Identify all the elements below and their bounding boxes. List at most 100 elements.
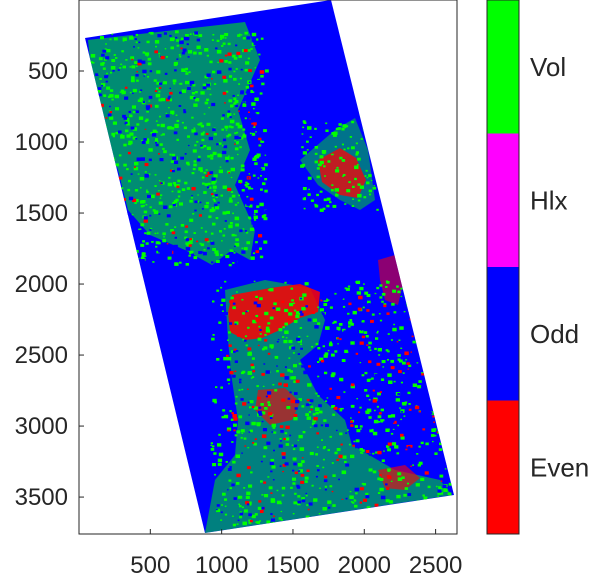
speckle-dot [262, 172, 266, 176]
speckle-dot [112, 121, 117, 125]
speckle-dot [368, 360, 372, 364]
speckle-dot [372, 399, 377, 403]
speckle-dot [258, 53, 261, 56]
speckle-dot [308, 411, 311, 413]
speckle-dot [227, 339, 229, 341]
speckle-dot [146, 107, 150, 111]
speckle-dot [339, 156, 343, 160]
speckle-dot [237, 519, 240, 522]
speckle-dot [305, 413, 309, 417]
speckle-dot [319, 357, 324, 361]
speckle-dot [106, 72, 108, 75]
speckle-dot [232, 212, 234, 215]
speckle-dot [260, 403, 264, 406]
speckle-dot [403, 493, 407, 497]
speckle-dot [368, 341, 372, 345]
speckle-dot [339, 432, 343, 436]
speckle-dot [192, 213, 195, 215]
speckle-dot [261, 494, 264, 496]
speckle-dot [342, 455, 347, 459]
speckle-dot [322, 507, 327, 511]
speckle-dot [222, 409, 226, 412]
speckle-dot [118, 154, 122, 157]
speckle-dot [300, 480, 305, 484]
speckle-dot [185, 72, 189, 75]
speckle-dot [264, 154, 267, 156]
speckle-dot [185, 70, 188, 73]
speckle-dot [123, 116, 128, 120]
speckle-dot [234, 321, 239, 325]
speckle-dot [159, 115, 161, 118]
speckle-dot [306, 416, 311, 420]
speckle-dot [212, 185, 217, 189]
speckle-dot [357, 183, 361, 186]
speckle-dot [146, 40, 150, 44]
speckle-dot [226, 210, 230, 214]
speckle-dot [299, 327, 302, 329]
speckle-dot [350, 384, 355, 389]
speckle-dot [292, 477, 296, 481]
speckle-dot [129, 66, 132, 68]
speckle-dot [175, 36, 178, 39]
speckle-dot [156, 82, 160, 85]
speckle-dot [360, 138, 363, 140]
speckle-dot [202, 252, 207, 256]
speckle-dot [156, 140, 159, 143]
speckle-dot [381, 292, 386, 296]
speckle-dot [341, 297, 343, 300]
speckle-dot [416, 453, 419, 455]
speckle-dot [191, 195, 193, 197]
speckle-dot [138, 228, 140, 231]
speckle-dot [341, 498, 344, 500]
speckle-dot [194, 31, 199, 35]
speckle-dot [232, 460, 236, 464]
speckle-dot [212, 398, 217, 403]
speckle-dot [229, 410, 232, 413]
speckle-dot [288, 357, 291, 359]
speckle-dot [264, 189, 268, 193]
speckle-dot [305, 492, 308, 495]
speckle-dot [412, 383, 417, 387]
speckle-dot [403, 415, 406, 417]
speckle-dot [90, 54, 96, 58]
speckle-dot [181, 188, 186, 191]
speckle-dot [370, 345, 373, 347]
speckle-dot [364, 389, 368, 392]
speckle-dot [261, 199, 266, 202]
speckle-dot [249, 197, 254, 201]
speckle-dot [134, 189, 139, 192]
speckle-dot [184, 181, 188, 185]
speckle-dot [255, 112, 258, 114]
speckle-dot [387, 373, 392, 377]
speckle-dot [190, 196, 194, 199]
speckle-dot [319, 190, 323, 193]
speckle-dot [327, 299, 330, 301]
speckle-dot [146, 191, 149, 194]
speckle-dot [300, 313, 304, 316]
speckle-dot [295, 314, 300, 319]
speckle-dot [149, 229, 152, 231]
speckle-dot [411, 335, 414, 338]
speckle-dot [376, 405, 379, 408]
speckle-dot [349, 495, 354, 499]
speckle-dot [248, 519, 251, 522]
speckle-dot [232, 302, 236, 305]
speckle-dot [334, 145, 337, 148]
speckle-dot [377, 477, 381, 481]
speckle-dot [242, 134, 247, 138]
speckle-dot [204, 75, 208, 79]
speckle-dot [142, 240, 145, 243]
speckle-dot [318, 513, 321, 515]
speckle-dot [429, 411, 433, 415]
speckle-dot [380, 378, 385, 381]
speckle-dot [318, 404, 322, 408]
speckle-dot [302, 151, 307, 155]
speckle-dot [317, 361, 320, 363]
speckle-dot [264, 311, 269, 316]
speckle-dot [183, 110, 187, 114]
speckle-dot [221, 416, 225, 419]
speckle-dot [209, 88, 211, 90]
y-tick-label: 1000 [15, 129, 68, 156]
